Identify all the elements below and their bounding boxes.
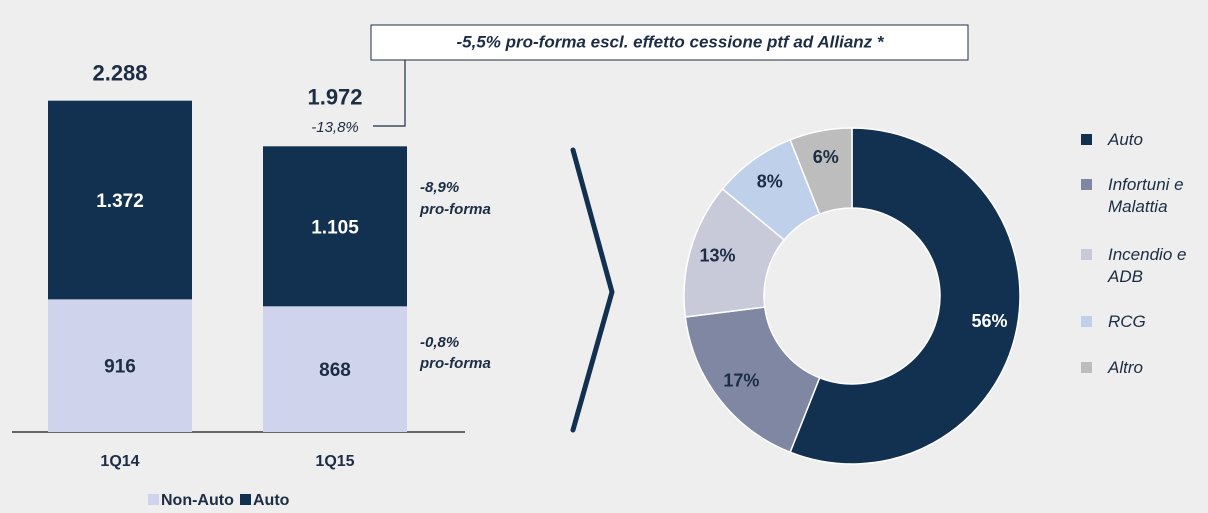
data-label: 8%: [757, 171, 783, 191]
legend-swatch: [1081, 362, 1092, 373]
legend-label: Infortuni e Malattia: [1108, 175, 1184, 216]
data-label: 1.105: [311, 217, 359, 238]
connector: [373, 60, 406, 127]
x-tick-label: 1Q14: [100, 453, 139, 470]
bar-segment: [263, 306, 407, 432]
total-label: 2.288: [92, 61, 147, 86]
data-label: 6%: [813, 147, 839, 167]
legend-label: Auto: [253, 492, 290, 509]
legend-swatch: [1081, 179, 1092, 190]
legend-swatch: [240, 494, 251, 505]
total-label: 1.972: [307, 84, 362, 109]
annotation: pro-forma: [419, 355, 491, 372]
annotation: pro-forma: [419, 201, 491, 218]
bar-segment: [263, 146, 407, 307]
chevron: [570, 147, 615, 433]
x-tick-label: 1Q15: [315, 453, 354, 470]
data-label: 56%: [972, 311, 1008, 331]
data-label: 17%: [723, 371, 759, 391]
legend-label: Altro: [1108, 358, 1143, 377]
legend-label: RCG: [1108, 312, 1146, 331]
data-label: 916: [104, 357, 136, 378]
bar-segment: [48, 299, 192, 432]
pie-slice: [789, 127, 853, 216]
legend-swatch: [1081, 134, 1092, 145]
legend-label: Non-Auto: [161, 492, 234, 509]
annotation: -8,9%: [420, 179, 459, 196]
legend-swatch: [1081, 316, 1092, 327]
annotation-box: [370, 24, 969, 61]
data-label: 1.372: [96, 191, 144, 212]
legend-swatch: [1081, 249, 1092, 260]
annotation: -13,8%: [311, 119, 359, 136]
annotation: -5,5% pro-forma escl. effetto cessione p…: [457, 32, 885, 51]
bar-segment: [48, 100, 192, 300]
data-label: 868: [319, 360, 351, 381]
data-label: 13%: [700, 246, 736, 266]
legend-swatch: [148, 494, 159, 505]
legend-label: Incendio e ADB: [1108, 245, 1187, 286]
pie-slice: [789, 127, 1021, 465]
legend-label: Auto: [1108, 130, 1143, 149]
annotation: -0,8%: [420, 334, 459, 351]
